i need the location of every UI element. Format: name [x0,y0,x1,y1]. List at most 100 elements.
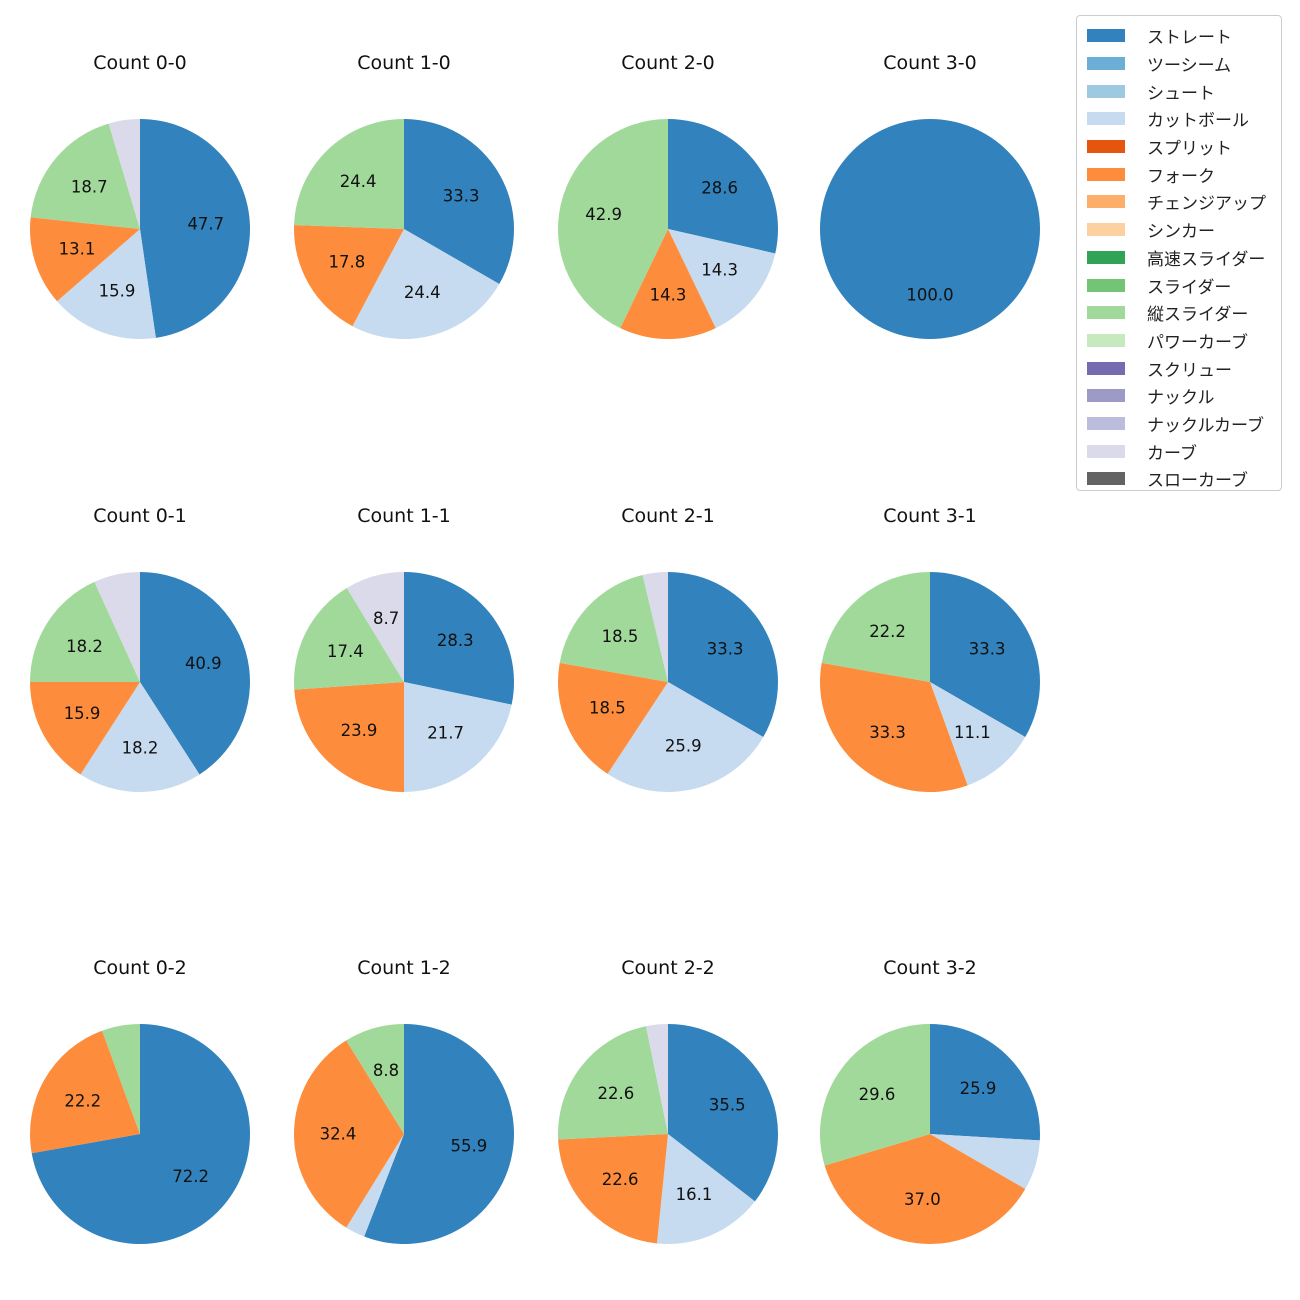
slice-value-label: 28.3 [437,631,474,650]
pie-slice [346,1023,404,1134]
pie-title: Count 2-2 [621,957,715,979]
legend-swatch [1087,361,1125,375]
pie-slice [30,581,140,682]
slice-value-label: 40.9 [185,654,222,673]
pie-slice [824,1134,1026,1244]
slice-value-label: 22.2 [869,622,906,641]
legend-item: シュート [1085,77,1273,105]
legend-item: スプリット [1085,133,1273,161]
legend-label: フォーク [1147,166,1215,187]
pie-slice [820,119,1040,339]
legend-item: フォーク [1085,160,1273,188]
legend-item: シンカー [1085,216,1273,244]
slice-value-label: 21.7 [427,724,464,743]
legend-item: ストレート [1085,22,1273,50]
slice-value-label: 29.6 [859,1085,896,1104]
slice-value-label: 55.9 [450,1137,487,1156]
pie-slice [94,572,140,682]
pie-slice [821,572,930,682]
slice-value-label: 33.3 [443,187,480,206]
pie-slice [404,682,512,792]
slice-value-label: 42.9 [585,205,622,224]
legend-label: ナックルカーブ [1147,415,1264,436]
pie-slice [642,572,668,682]
pie-slice [29,217,140,302]
pie-slice [364,1024,515,1244]
pie-slice [668,119,778,254]
pie-slice [140,572,251,775]
pie-title: Count 2-1 [621,505,715,527]
slice-value-label: 17.4 [327,642,364,661]
slice-value-label: 22.6 [602,1170,639,1189]
pie-slice [346,1134,404,1237]
slice-value-label: 16.1 [676,1185,713,1204]
legend-swatch [1087,167,1125,181]
legend: ストレート ツーシームシュート カットボール スプリットフォークチェンジアップ シンカー… [1076,15,1282,491]
slice-value-label: 14.3 [650,286,687,305]
pie-slice [820,662,968,793]
slice-value-label: 18.2 [66,637,103,656]
slice-value-label: 15.9 [99,281,136,300]
pie-slice [930,1134,1040,1189]
legend-swatch [1087,140,1125,154]
pie-slice [646,1024,668,1134]
legend-item: パワーカーブ [1085,327,1273,355]
pie-slice [668,229,776,329]
pie-slice [820,1024,930,1166]
pie-11: Count 2-2 35.5 16.1 22.6 22.6 [558,957,778,1244]
pie-1: Count 0-0 47.7 15.9 13.1 18.7 [29,52,250,339]
pie-slice [30,123,140,229]
slice-value-label: 25.9 [665,737,702,756]
legend-item: ツーシーム [1085,50,1273,78]
pie-12: Count 3-2 25.9 37.0 29.6 [820,957,1040,1244]
pie-3: Count 2-0 28.6 14.3 14.3 42.9 [558,52,778,339]
slice-value-label: 18.7 [71,177,108,196]
legend-swatch [1087,444,1125,458]
slice-value-label: 18.2 [122,739,159,758]
slice-value-label: 11.1 [954,723,991,742]
slice-value-label: 18.5 [602,627,639,646]
pie-slice [108,119,140,229]
pie-slice [656,1134,755,1244]
slice-value-label: 22.2 [64,1092,101,1111]
legend-swatch [1087,389,1125,403]
pie-slice [352,229,500,339]
slice-value-label: 18.5 [589,699,626,718]
legend-item: 縦スライダー [1085,299,1273,327]
pie-title: Count 3-1 [883,505,977,527]
slice-value-label: 32.4 [320,1125,357,1144]
legend-label: シュート [1147,83,1215,104]
legend-swatch [1087,112,1125,126]
pie-slice [140,119,250,338]
pie-7: Count 2-1 33.3 25.9 18.5 18.5 [558,505,778,792]
legend-label: 高速スライダー [1147,249,1266,270]
legend-swatch [1087,306,1125,320]
legend-label: パワーカーブ [1147,332,1248,353]
slice-value-label: 15.9 [64,704,101,723]
pie-slice [558,1026,668,1140]
legend-item: カットボール [1085,105,1273,133]
legend-item: スライダー [1085,271,1273,299]
pie-slice [80,682,200,792]
pie-slice [404,119,514,284]
legend-label: チェンジアップ [1147,194,1266,215]
legend-item: ナックルカーブ [1085,410,1273,438]
pie-4: Count 3-0 100.0 [820,52,1040,339]
legend-item: スクリュー [1085,354,1273,382]
pie-slice [294,588,404,690]
pie-slice [294,1040,404,1228]
pie-title: Count 3-0 [883,52,977,74]
pie-slice [558,662,668,774]
legend-label: 縦スライダー [1147,305,1249,326]
slice-value-label: 33.3 [969,640,1006,659]
legend-swatch [1087,333,1125,347]
pie-slice [607,682,764,792]
legend-swatch [1087,472,1125,486]
pie-slice [102,1024,140,1134]
pie-slice [294,682,404,792]
legend-swatch [1087,195,1125,209]
pie-slice [668,1024,778,1202]
legend-label: スローカーブ [1147,471,1248,492]
pie-slice [930,572,1040,737]
